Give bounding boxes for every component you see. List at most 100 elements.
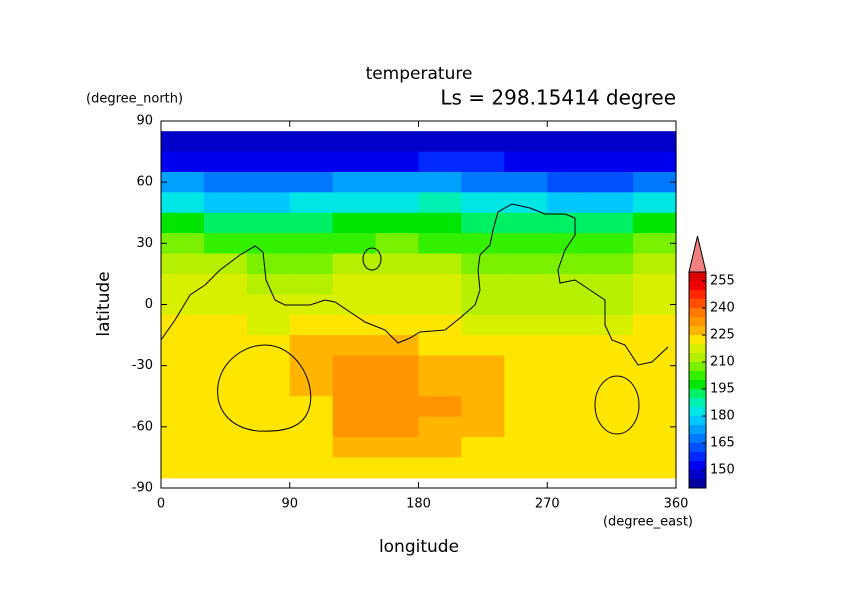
x-tick-label: 0 bbox=[157, 497, 165, 512]
field-cell bbox=[547, 212, 591, 234]
field-cell bbox=[375, 253, 420, 275]
field-cell bbox=[289, 171, 334, 193]
field-cell bbox=[203, 314, 248, 336]
chart-subtitle: Ls = 298.15414 degree bbox=[440, 86, 676, 110]
colorbar-band bbox=[689, 353, 706, 362]
field-cell bbox=[332, 171, 377, 193]
field-cell bbox=[504, 355, 548, 377]
colorbar-tick-label: 240 bbox=[710, 301, 735, 316]
field-cell bbox=[246, 151, 291, 173]
field-cell bbox=[633, 396, 677, 418]
colorbar-frame bbox=[688, 271, 707, 489]
colorbar-band bbox=[689, 443, 706, 452]
field-cell bbox=[590, 253, 634, 275]
colorbar-over bbox=[688, 235, 707, 273]
colorbar-band bbox=[689, 479, 706, 488]
field-cell bbox=[547, 151, 591, 173]
field-cell bbox=[246, 233, 291, 255]
field-cell bbox=[633, 294, 677, 316]
field-cell bbox=[332, 457, 377, 479]
field-cell bbox=[289, 457, 334, 479]
field-cell bbox=[203, 131, 248, 153]
field-cell bbox=[332, 192, 377, 214]
colorbar-tick-label: 210 bbox=[710, 355, 735, 370]
field-cell bbox=[246, 314, 291, 336]
field-cell bbox=[547, 131, 591, 153]
field-cell bbox=[246, 396, 291, 418]
field-cell bbox=[203, 294, 248, 316]
y-tick-label: 60 bbox=[136, 175, 153, 190]
field-cell bbox=[289, 396, 334, 418]
x-axis-label: longitude bbox=[379, 537, 459, 557]
field-cell bbox=[633, 416, 677, 438]
field-cell bbox=[332, 437, 377, 459]
field-cell bbox=[246, 355, 291, 377]
field-cell bbox=[203, 416, 248, 438]
field-cell bbox=[418, 437, 463, 459]
field-cell bbox=[504, 253, 548, 275]
field-cell bbox=[461, 396, 505, 418]
field-cell bbox=[375, 396, 420, 418]
colorbar-band bbox=[689, 362, 706, 371]
topography-contours bbox=[160, 203, 669, 435]
field-cell bbox=[590, 212, 634, 234]
field-cell bbox=[375, 375, 420, 397]
field-cell bbox=[161, 233, 205, 255]
field-cell bbox=[332, 335, 377, 357]
field-cell bbox=[289, 233, 334, 255]
field-cell bbox=[461, 151, 505, 173]
field-cell bbox=[161, 253, 205, 275]
field-cell bbox=[289, 416, 334, 438]
field-cell bbox=[590, 273, 634, 295]
field-cell bbox=[246, 171, 291, 193]
field-cell bbox=[203, 457, 248, 479]
field-cell bbox=[418, 171, 463, 193]
field-cell bbox=[375, 151, 420, 173]
field-cell bbox=[375, 314, 420, 336]
field-cell bbox=[418, 335, 463, 357]
field-cell bbox=[547, 253, 591, 275]
field-cell bbox=[504, 457, 548, 479]
colorbar: 150 165 180 195 210 225 240 255 bbox=[688, 235, 735, 489]
field-cell bbox=[547, 375, 591, 397]
field-cell bbox=[289, 151, 334, 173]
field-cell bbox=[461, 416, 505, 438]
field-cell bbox=[504, 233, 548, 255]
field-cell bbox=[547, 192, 591, 214]
y-tick-label: -30 bbox=[132, 358, 153, 373]
field-cell bbox=[161, 171, 205, 193]
field-cell bbox=[375, 212, 420, 234]
field-cell bbox=[633, 273, 677, 295]
field-cell bbox=[461, 335, 505, 357]
field-cell bbox=[161, 212, 205, 234]
field-cell bbox=[418, 131, 463, 153]
field-cell bbox=[203, 396, 248, 418]
field-cell bbox=[246, 212, 291, 234]
field-cell bbox=[590, 457, 634, 479]
field-cell bbox=[590, 416, 634, 438]
field-cell bbox=[504, 212, 548, 234]
field-cell bbox=[633, 314, 677, 336]
field-cell bbox=[590, 294, 634, 316]
field-cell bbox=[590, 314, 634, 336]
field-cell bbox=[246, 294, 291, 316]
colorbar-band bbox=[689, 407, 706, 416]
colorbar-band bbox=[689, 416, 706, 425]
field-cell bbox=[203, 335, 248, 357]
colorbar-band bbox=[689, 308, 706, 317]
field-cell bbox=[504, 437, 548, 459]
field-cell bbox=[203, 233, 248, 255]
field-cell bbox=[461, 192, 505, 214]
field-cell bbox=[590, 192, 634, 214]
field-cell bbox=[332, 314, 377, 336]
colorbar-band bbox=[689, 434, 706, 443]
colorbar-band bbox=[689, 290, 706, 299]
field-cell bbox=[332, 131, 377, 153]
field-cell bbox=[547, 273, 591, 295]
field-cell bbox=[246, 375, 291, 397]
colorbar-tick-label: 195 bbox=[710, 382, 735, 397]
field-cell bbox=[332, 416, 377, 438]
field-cell bbox=[547, 314, 591, 336]
y-tick-label: 0 bbox=[145, 297, 153, 312]
